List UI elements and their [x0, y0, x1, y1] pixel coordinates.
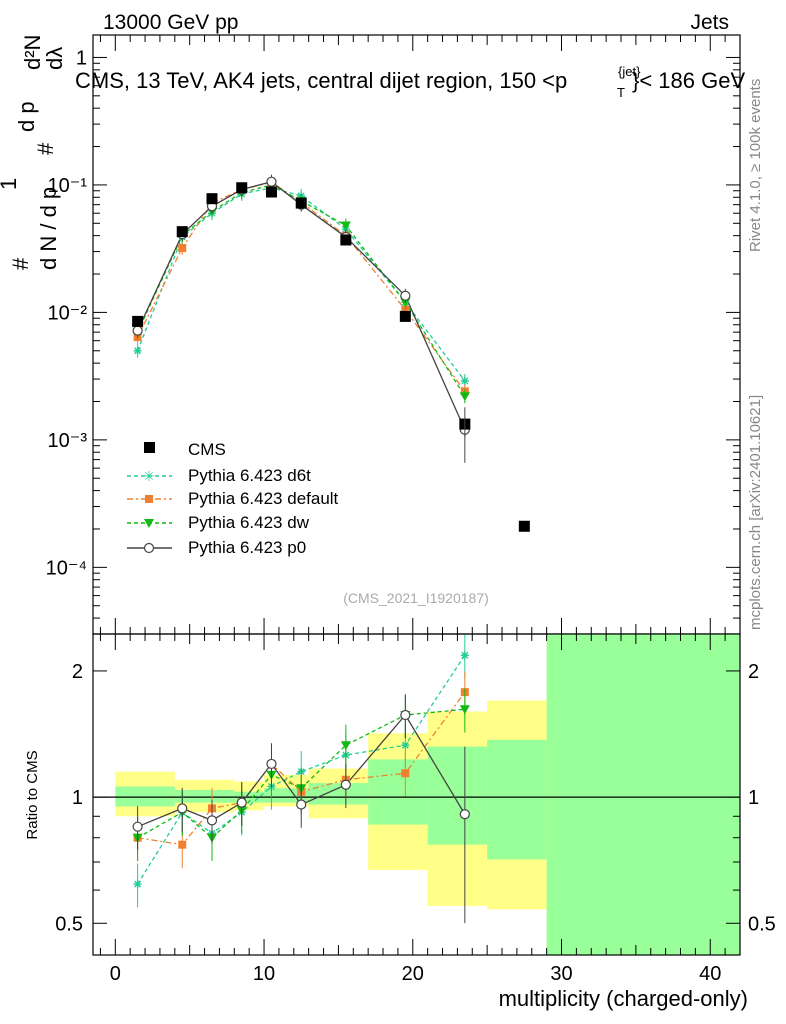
svg-text:#: #: [33, 142, 58, 155]
ratio-point: [133, 880, 142, 889]
watermark: (CMS_2021_I1920187): [343, 590, 489, 606]
ratio-point: [206, 815, 218, 826]
svg-text:d²N: d²N: [20, 35, 45, 70]
data-point: [459, 392, 470, 402]
svg-text:dλ: dλ: [42, 47, 67, 70]
ratio-y-tick-label: 0.5: [55, 913, 83, 935]
y-tick-label: 10⁻³: [48, 430, 88, 452]
band-green: [487, 739, 547, 860]
band-green: [546, 634, 740, 955]
y-tick-label: 10⁻²: [48, 302, 88, 324]
data-point: [133, 346, 142, 355]
header-right: Jets: [690, 11, 729, 34]
cms-point: [518, 520, 530, 532]
x-tick-label: 20: [402, 963, 424, 985]
cms-point: [132, 315, 144, 327]
legend-marker-default: [145, 495, 153, 503]
svg-text:{jet}: {jet}: [618, 64, 641, 79]
legend-marker-p0: [143, 542, 155, 554]
cms-point: [206, 193, 218, 205]
cms-point: [265, 186, 277, 198]
svg-text:1: 1: [0, 178, 21, 190]
header-left: 13000 GeV pp: [103, 11, 238, 34]
ratio-y-tick-label: 2: [72, 661, 83, 683]
data-point: [132, 325, 143, 336]
cms-point: [295, 197, 307, 209]
x-tick-label: 10: [253, 963, 275, 985]
series-line: [137, 187, 466, 382]
plot-title: CMS, 13 TeV, AK4 jets, central dijet reg…: [75, 64, 745, 100]
ratio-point: [460, 651, 469, 660]
ratio-point: [266, 758, 277, 770]
ratio-point: [459, 705, 470, 715]
legend: CMS ✳ Pythia 6.423 d6t Pythia 6.423 defa…: [127, 440, 339, 557]
data-point: [178, 244, 187, 253]
band-green: [427, 746, 488, 845]
legend-marker-dw: [144, 519, 154, 528]
series-line: [137, 180, 466, 431]
ratio-point: [400, 709, 411, 721]
ratio-plot-area: 0.5 0.51 12 20 10 20 30 40: [55, 633, 776, 985]
main-ylabel: # d N / d p 1 # d p d²N dλ: [0, 35, 67, 270]
series-line: [137, 181, 466, 392]
band-green: [174, 789, 235, 803]
series-line: [137, 184, 466, 397]
main-plot-area: 10⁻⁴ 10⁻³ 10⁻² 10⁻¹ 1: [46, 34, 741, 646]
side-label-top: Rivet 4.1.0, ≥ 100k events: [747, 79, 764, 252]
ratio-point: [177, 803, 188, 814]
ratio-point: [401, 769, 410, 778]
band-green: [308, 783, 369, 805]
legend-marker-cms: [144, 442, 155, 453]
y-tick-label: 1: [76, 47, 87, 69]
svg-text:#: #: [8, 257, 33, 270]
legend-label-default: Pythia 6.423 default: [188, 489, 339, 508]
data-point: [340, 221, 351, 231]
y-tick-label: 10⁻⁴: [46, 557, 87, 579]
cms-point: [236, 182, 248, 194]
svg-text:}< 186 GeV: }< 186 GeV: [632, 68, 745, 93]
x-tick-label: 30: [550, 963, 572, 985]
svg-text:T: T: [617, 85, 625, 100]
data-point: [266, 176, 277, 187]
ratio-y-tick-label: 2: [748, 661, 759, 683]
cms-point: [399, 310, 411, 322]
x-tick-label: 40: [699, 963, 721, 985]
side-label-bottom: mcplots.cern.ch [arXiv:2401.10621]: [747, 395, 764, 630]
cms-point: [340, 234, 352, 246]
ratio-point: [132, 821, 143, 832]
ratio-point: [236, 797, 247, 808]
y-tick-label: 10⁻¹: [48, 175, 88, 197]
ratio-y-tick-label: 1: [748, 787, 759, 809]
legend-label-d6t: Pythia 6.423 d6t: [188, 466, 311, 485]
band-green: [368, 759, 428, 825]
legend-marker-d6t: ✳: [143, 468, 155, 484]
ratio-point: [178, 840, 187, 849]
legend-label-dw: Pythia 6.423 dw: [188, 513, 310, 532]
data-point: [460, 376, 469, 385]
svg-text:d p: d p: [14, 101, 39, 132]
cms-point: [176, 226, 188, 238]
ratio-y-tick-label: 1: [72, 787, 83, 809]
ratio-ylabel: Ratio to CMS: [24, 750, 41, 839]
ratio-point: [340, 779, 351, 790]
legend-label-cms: CMS: [188, 440, 226, 459]
legend-label-p0: Pythia 6.423 p0: [188, 538, 306, 557]
ratio-point: [459, 809, 470, 820]
data-point: [401, 305, 410, 314]
ratio-point: [296, 799, 307, 810]
ratio-y-tick-label: 0.5: [748, 913, 776, 935]
data-point: [400, 298, 411, 308]
ratio-point: [340, 741, 351, 751]
ratio-point: [401, 741, 410, 750]
data-point: [400, 290, 411, 301]
ratio-frame: [92, 633, 741, 956]
x-tick-label: 0: [110, 963, 121, 985]
svg-text:CMS, 13 TeV, AK4 jets, central: CMS, 13 TeV, AK4 jets, central dijet reg…: [75, 68, 567, 93]
band-green: [115, 786, 175, 807]
svg-text:d N / d p: d N / d p: [36, 187, 61, 270]
xlabel: multiplicity (charged-only): [499, 986, 748, 1011]
